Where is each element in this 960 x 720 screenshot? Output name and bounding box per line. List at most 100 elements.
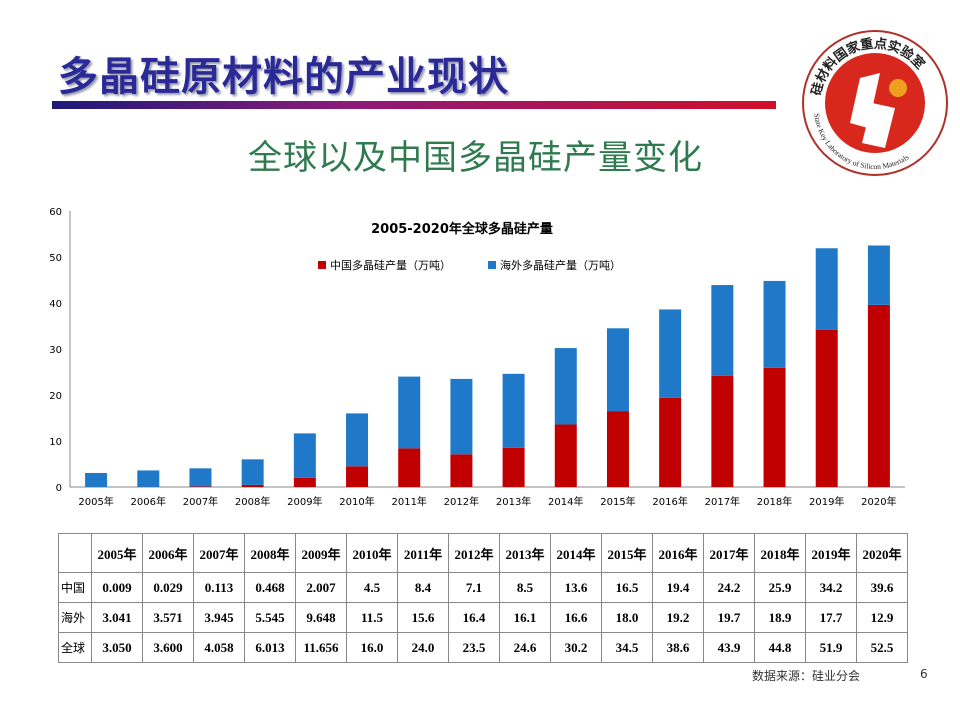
x-tick-label: 2005年 (78, 495, 113, 508)
table-cell: 8.4 (397, 572, 449, 603)
bar-overseas (763, 280, 786, 368)
x-tick-label: 2008年 (235, 495, 270, 508)
production-table: 2005年 2006年 2007年 2008年 2009年 2010年 2011年 2012年… (58, 533, 908, 663)
table-cell: 24.0 (397, 632, 449, 663)
y-tick-label: 10 (49, 437, 62, 448)
table-header-cell: 2010年 (346, 533, 398, 573)
x-tick-label: 2019年 (809, 495, 844, 508)
x-tick-label: 2010年 (339, 495, 374, 508)
table-header-cell: 2020年 (856, 533, 908, 573)
y-tick-label: 20 (49, 391, 62, 402)
table-cell: 34.2 (805, 572, 857, 603)
table-cell: 30.2 (550, 632, 602, 663)
table-cell: 24.6 (499, 632, 551, 663)
bar-china (815, 329, 838, 487)
table-row: 海外 3.041 3.571 3.945 5.545 9.648 11.5 15.6 16.4 1… (58, 602, 908, 633)
table-cell: 52.5 (856, 632, 908, 663)
y-tick-label: 60 (49, 207, 62, 218)
table-header-cell: 2018年 (754, 533, 806, 573)
table-cell: 38.6 (652, 632, 704, 663)
table-cell: 16.0 (346, 632, 398, 663)
table-cell: 13.6 (550, 572, 602, 603)
x-tick-label: 2007年 (183, 495, 218, 508)
table-cell: 3.945 (193, 602, 245, 633)
legend-label-overseas: 海外多晶硅产量（万吨） (500, 258, 621, 272)
table-cell: 0.468 (244, 572, 296, 603)
table-cell: 18.0 (601, 602, 653, 633)
bar-overseas (137, 470, 160, 487)
table-header-cell: 2007年 (193, 533, 245, 573)
bar-china (398, 448, 421, 487)
chart-legend: 中国多晶硅产量（万吨） 海外多晶硅产量（万吨） (318, 258, 621, 272)
table-header-cell: 2015年 (601, 533, 653, 573)
table-cell: 51.9 (805, 632, 857, 663)
table-row: 中国 0.009 0.029 0.113 0.468 2.007 4.5 8.4 7.1 8.5 1… (58, 572, 908, 603)
x-tick-label: 2015年 (600, 495, 635, 508)
bar-overseas (85, 472, 108, 487)
table-cell: 19.2 (652, 602, 704, 633)
table-cell: 17.7 (805, 602, 857, 633)
x-tick-label: 2013年 (496, 495, 531, 508)
bar-overseas (502, 373, 525, 448)
table-cell: 4.5 (346, 572, 398, 603)
bar-overseas (293, 433, 316, 478)
y-tick-label: 30 (49, 345, 62, 356)
table-cell: 23.5 (448, 632, 500, 663)
table-cell: 19.7 (703, 602, 755, 633)
table-header-cell: 2014年 (550, 533, 602, 573)
table-cell: 43.9 (703, 632, 755, 663)
table-header-cell: 2008年 (244, 533, 296, 573)
table-header-cell: 2013年 (499, 533, 551, 573)
x-tick-label: 2006年 (131, 495, 166, 508)
table-header-cell: 2012年 (448, 533, 500, 573)
table-cell: 5.545 (244, 602, 296, 633)
table-header-cell: 2017年 (703, 533, 755, 573)
table-cell: 16.4 (448, 602, 500, 633)
table-cell: 4.058 (193, 632, 245, 663)
table-cell: 0.029 (142, 572, 194, 603)
table-cell: 9.648 (295, 602, 347, 633)
bar-china (189, 486, 212, 487)
legend-swatch-china (318, 261, 326, 269)
table-row: 全球 3.050 3.600 4.058 6.013 11.656 16.0 24.0 23.5… (58, 632, 908, 663)
table-header-cell: 2019年 (805, 533, 857, 573)
bar-overseas (189, 468, 212, 487)
bar-china (554, 424, 577, 487)
table-cell: 16.6 (550, 602, 602, 633)
lab-logo: 硅材料国家重点实验室 State Key Laboratory of Silic… (802, 30, 948, 176)
legend-swatch-overseas (488, 261, 496, 269)
table-header-cell: 2011年 (397, 533, 449, 573)
bar-overseas (398, 376, 421, 449)
bar-overseas (606, 328, 629, 412)
table-cell: 3.050 (91, 632, 143, 663)
y-tick-label: 40 (49, 299, 62, 310)
table-cell: 24.2 (703, 572, 755, 603)
bar-china (241, 484, 264, 487)
row-label: 全球 (58, 632, 92, 663)
x-tick-label: 2017年 (705, 495, 740, 508)
table-cell: 12.9 (856, 602, 908, 633)
table-cell: 11.656 (295, 632, 347, 663)
table-header-row: 2005年 2006年 2007年 2008年 2009年 2010年 2011年 2012年… (58, 533, 908, 573)
x-tick-label: 2020年 (861, 495, 896, 508)
table-header-cell: 2006年 (142, 533, 194, 573)
bar-overseas (450, 378, 473, 455)
bar-overseas (241, 459, 264, 485)
row-label: 中国 (58, 572, 92, 603)
table-cell: 19.4 (652, 572, 704, 603)
title-divider (52, 101, 776, 109)
table-cell: 18.9 (754, 602, 806, 633)
table-header-cell (58, 533, 92, 573)
table-cell: 39.6 (856, 572, 908, 603)
bar-china (763, 367, 786, 487)
production-chart: 2005-2020年全球多晶硅产量 中国多晶硅产量（万吨） 海外多晶硅产量（万吨… (49, 207, 905, 508)
table-cell: 6.013 (244, 632, 296, 663)
table-cell: 44.8 (754, 632, 806, 663)
data-source: 数据来源：硅业分会 (752, 669, 861, 683)
table-cell: 3.571 (142, 602, 194, 633)
bar-overseas (659, 309, 682, 398)
table-cell: 7.1 (448, 572, 500, 603)
table-cell: 11.5 (346, 602, 398, 633)
bar-china (450, 454, 473, 487)
bar-overseas (815, 248, 838, 330)
